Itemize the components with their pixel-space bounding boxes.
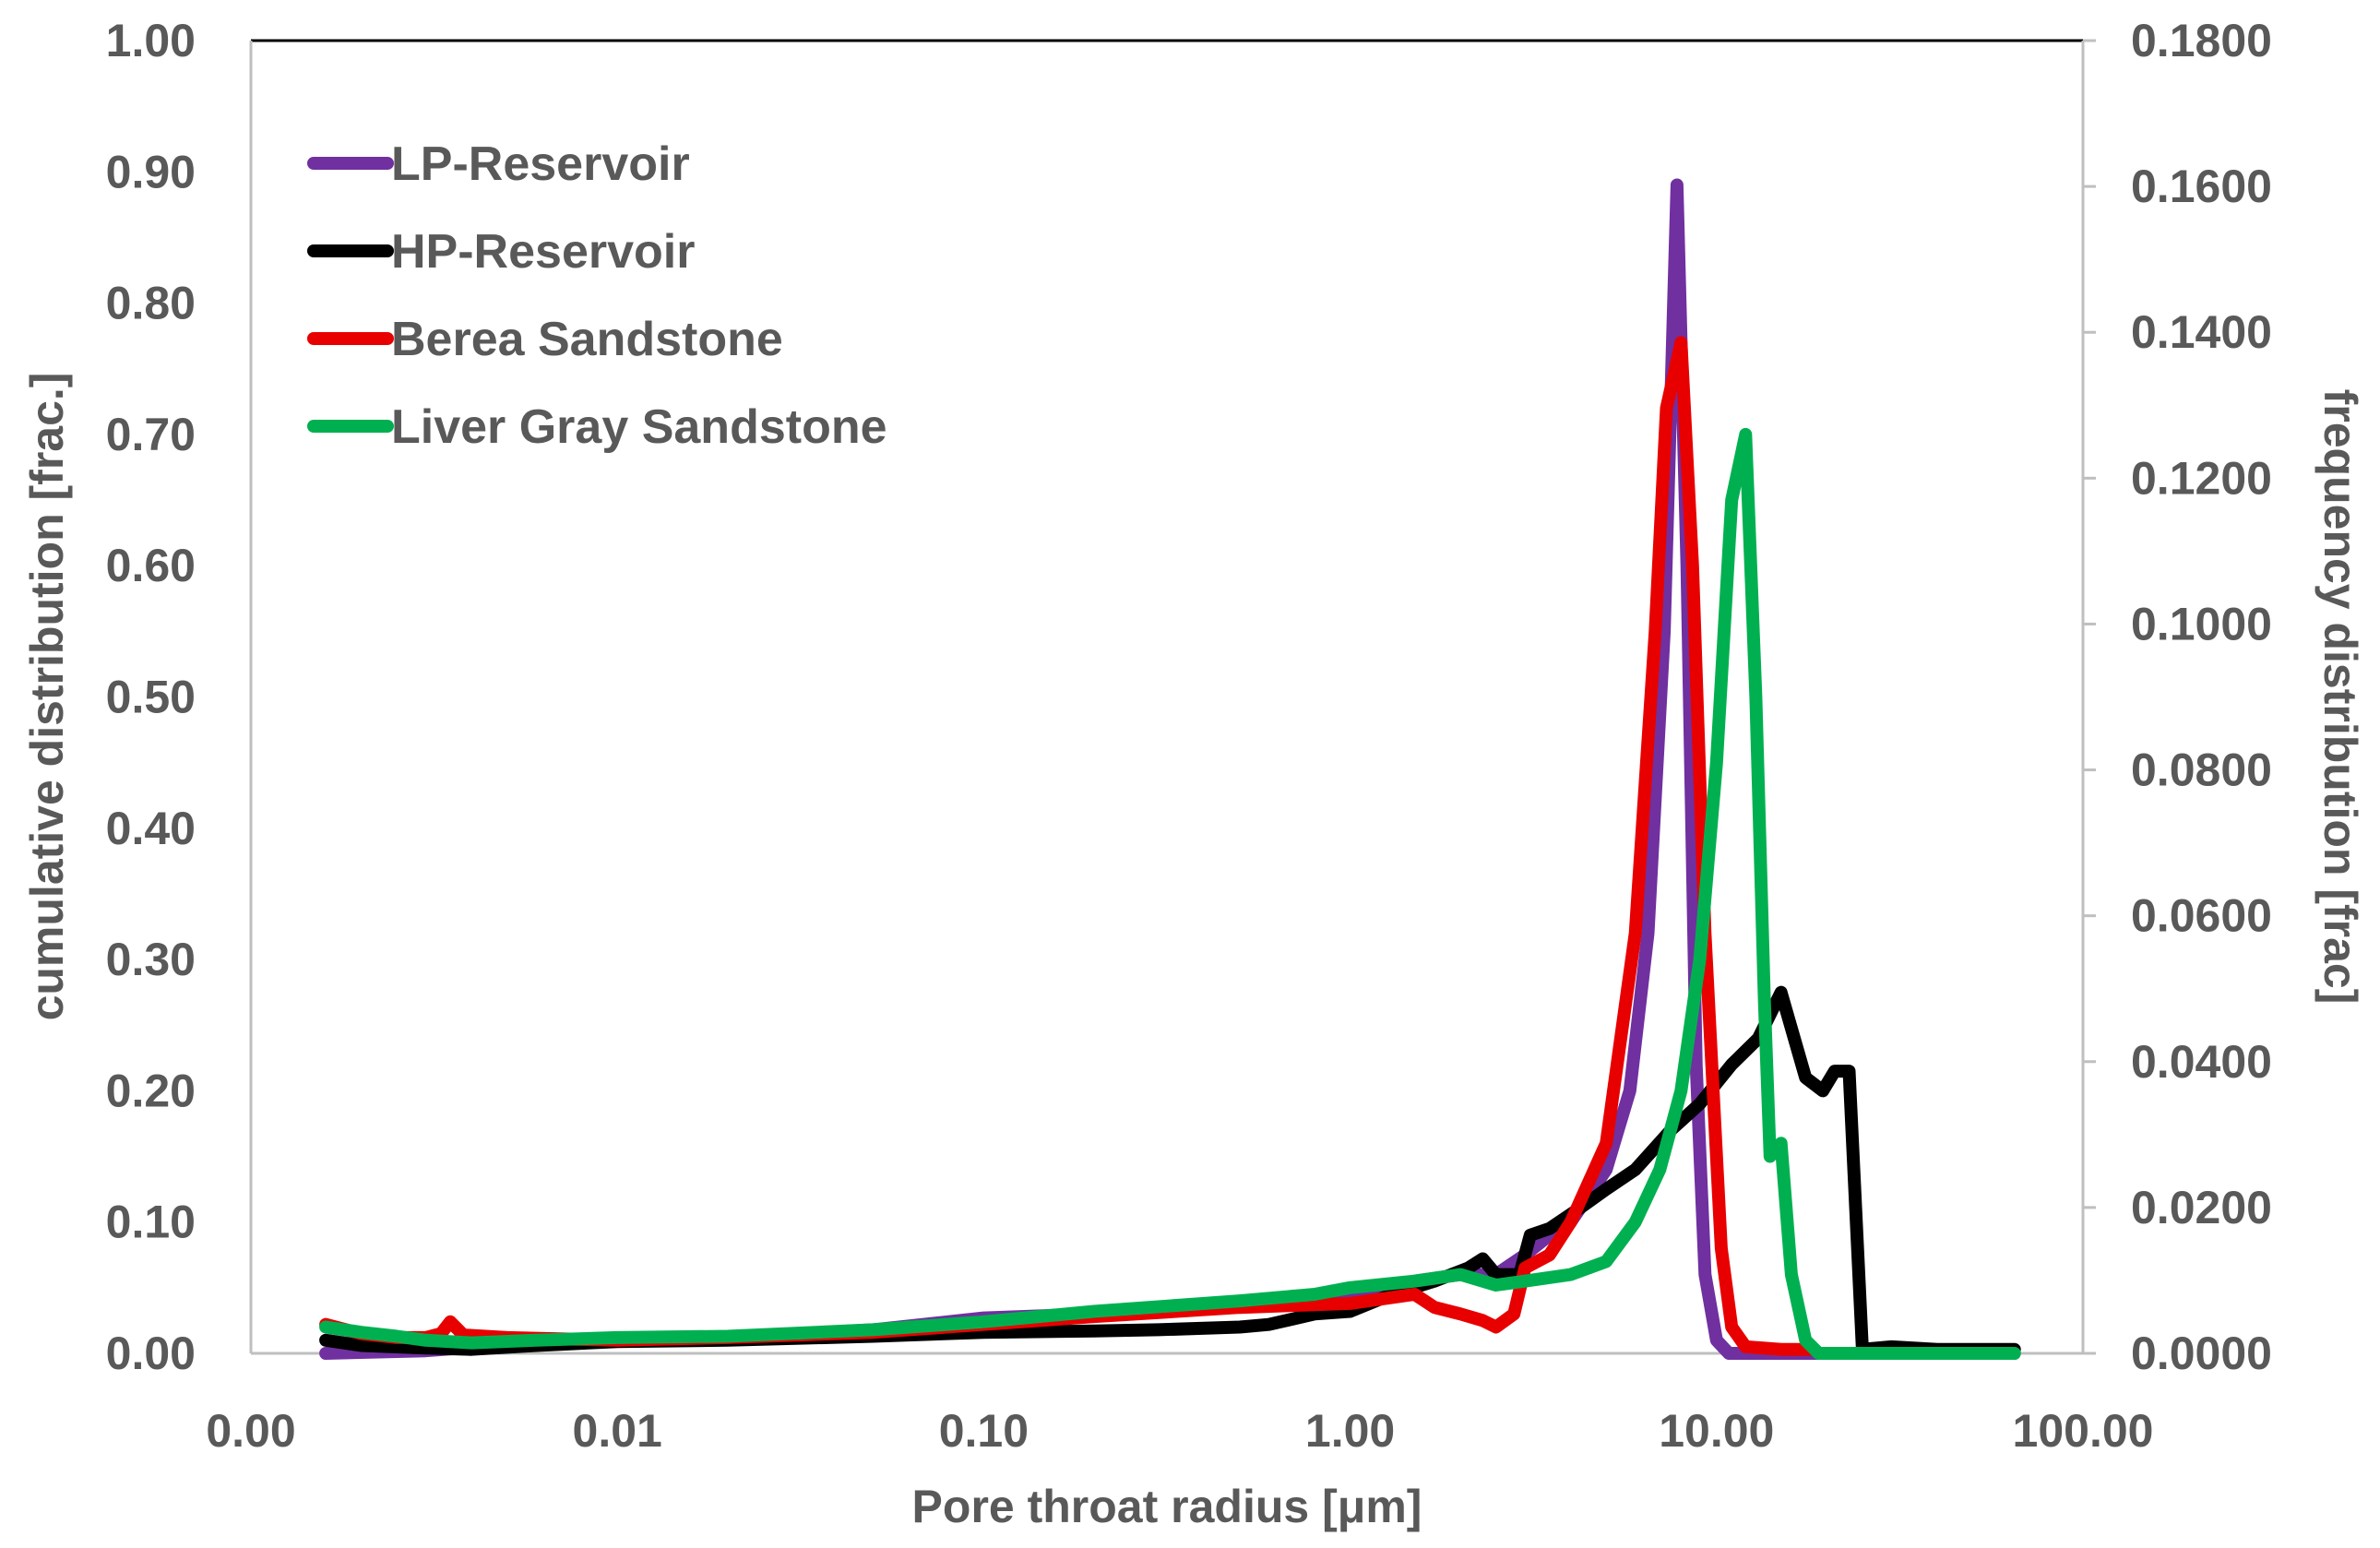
- series-line-berea-sandstone: [319, 336, 1817, 1356]
- x-tick-label: 10.00: [1659, 1405, 1774, 1457]
- series-line-liver-gray-sandstone: [319, 427, 2021, 1360]
- right-axis-tick-marks: [2083, 39, 2096, 1355]
- y-tick-label: 0.00: [106, 1328, 196, 1379]
- y2-tick-label: 0.1800: [2131, 15, 2272, 66]
- legend: LP-Reservoir HP-Reservoir Berea Sandston…: [307, 137, 887, 454]
- y2-tick-label: 0.1000: [2131, 598, 2272, 649]
- y-tick-labels: 0.00 0.10 0.20 0.30 0.40 0.50 0.60 0.70 0.80 0.90…: [106, 15, 196, 1379]
- x-tick-label: 1.00: [1305, 1405, 1395, 1457]
- series-lines: [319, 178, 2021, 1360]
- x-axis-title: Pore throat radius [μm]: [912, 1481, 1422, 1532]
- y-tick-label: 1.00: [106, 15, 196, 66]
- legend-item-liver-gray-sandstone: Liver Gray Sandstone: [307, 400, 887, 454]
- y2-tick-label: 0.0400: [2131, 1036, 2272, 1088]
- x-tick-label: 0.01: [573, 1405, 662, 1457]
- y2-tick-label: 0.1600: [2131, 161, 2272, 212]
- y-axis-title: cumulative distribution [frac.]: [21, 373, 73, 1021]
- y2-tick-label: 0.1200: [2131, 452, 2272, 504]
- y2-tick-label: 0.0800: [2131, 744, 2272, 796]
- y-tick-label: 0.20: [106, 1065, 196, 1116]
- x-tick-label: 0.10: [939, 1405, 1029, 1457]
- x-tick-labels: 0.00 0.01 0.10 1.00 10.00 100.00: [206, 1405, 2153, 1457]
- y-tick-label: 0.90: [106, 146, 196, 197]
- y2-tick-label: 0.0600: [2131, 890, 2272, 942]
- legend-item-lp-reservoir: LP-Reservoir: [307, 137, 690, 191]
- x-tick-label: 100.00: [2013, 1405, 2154, 1457]
- y-tick-label: 0.40: [106, 803, 196, 854]
- legend-item-hp-reservoir: HP-Reservoir: [307, 225, 695, 279]
- axes: [249, 39, 2085, 1355]
- y-tick-label: 0.50: [106, 672, 196, 723]
- y2-tick-label: 0.0200: [2131, 1182, 2272, 1233]
- legend-label-berea-sandstone: Berea Sandstone: [391, 313, 783, 366]
- legend-item-berea-sandstone: Berea Sandstone: [307, 313, 783, 366]
- legend-label-lp-reservoir: LP-Reservoir: [391, 137, 690, 191]
- y2-tick-label: 0.1400: [2131, 306, 2272, 358]
- legend-label-liver-gray-sandstone: Liver Gray Sandstone: [391, 400, 887, 454]
- y-tick-label: 0.70: [106, 409, 196, 460]
- x-tick-label: 0.00: [206, 1405, 295, 1457]
- y2-axis-title: frequency distribution [frac]: [2315, 389, 2366, 1005]
- y2-tick-labels: 0.0000 0.0200 0.0400 0.0600 0.0800 0.1000 0.12…: [2131, 15, 2272, 1379]
- legend-label-hp-reservoir: HP-Reservoir: [391, 225, 695, 279]
- y-tick-label: 0.60: [106, 540, 196, 591]
- y2-tick-label: 0.0000: [2131, 1328, 2272, 1379]
- y-tick-label: 0.10: [106, 1197, 196, 1248]
- y-tick-label: 0.80: [106, 278, 196, 329]
- y-tick-label: 0.30: [106, 934, 196, 985]
